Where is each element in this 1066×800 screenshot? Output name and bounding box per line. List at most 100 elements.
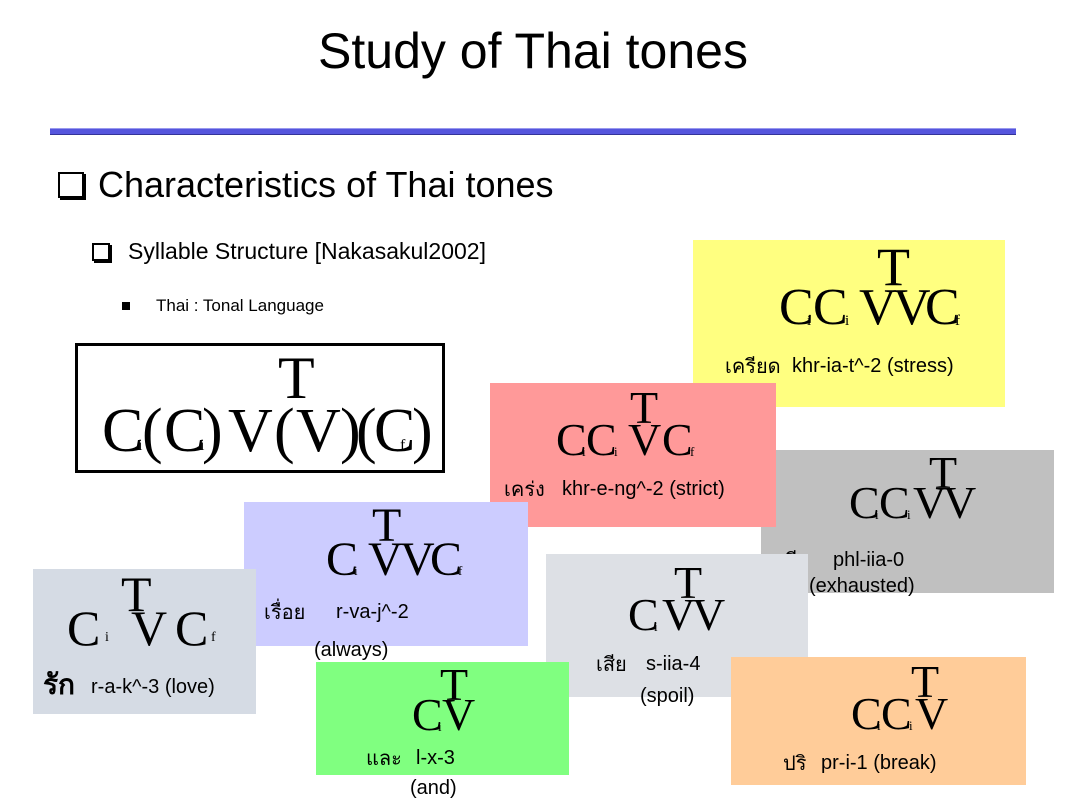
vowel: V — [692, 589, 726, 640]
structure-paren: ( — [356, 397, 377, 465]
tone-symbol: T — [630, 382, 659, 433]
vowel: V — [400, 533, 435, 586]
heading-row: Characteristics of Thai tones — [58, 164, 554, 206]
initial-consonant: C — [412, 689, 443, 740]
title-divider — [50, 128, 1016, 135]
romanization: pr-i-1 (break) — [821, 752, 937, 774]
initial-consonant: C — [556, 414, 587, 465]
initial-consonant: C — [326, 533, 359, 586]
structure-final: C — [374, 397, 416, 465]
sub-i: i — [438, 719, 442, 734]
tone-symbol: T — [372, 499, 402, 552]
sub-i: i — [909, 718, 913, 733]
sub-i: i — [807, 313, 812, 329]
structure-initial: C — [102, 397, 144, 465]
initial-consonant: C — [851, 688, 882, 739]
final-consonant: C — [925, 279, 960, 336]
initial-consonant: C — [849, 477, 880, 528]
sub-f: f — [690, 444, 695, 459]
initial-consonant: C — [879, 477, 910, 528]
structure-paren: ( — [274, 397, 295, 465]
subheading-row: Syllable Structure [Nakasakul2002] — [92, 238, 486, 265]
heading: Characteristics of Thai tones — [98, 164, 554, 205]
example-box-exhausted: T C i C i V V เพลีย phl-iia-0 (exhausted… — [761, 447, 1054, 597]
vowel: V — [662, 589, 696, 640]
sub-f: f — [955, 313, 960, 329]
square-bullet-icon — [122, 302, 130, 310]
initial-consonant: C — [67, 600, 101, 656]
thai-word: ปริ — [783, 751, 807, 775]
structure-sub: i — [138, 437, 143, 454]
translation: (spoil) — [640, 685, 695, 707]
sub-i: i — [614, 444, 618, 459]
thai-word: รัก — [43, 668, 75, 701]
vowel: V — [131, 600, 168, 656]
subheading: Syllable Structure [Nakasakul2002] — [128, 238, 486, 264]
example-box-love: T C i V C f รัก r-a-k^-3 (love) — [33, 569, 256, 714]
final-consonant: C — [662, 414, 693, 465]
romanization: r-a-k^-3 (love) — [91, 676, 215, 698]
vowel: V — [442, 689, 476, 740]
sub-i: i — [877, 718, 881, 733]
final-consonant: C — [430, 533, 463, 586]
sub-i: i — [907, 507, 911, 522]
romanization: khr-e-ng^-2 (strict) — [562, 478, 725, 500]
thai-word: เครียด — [725, 354, 781, 378]
romanization: l-x-3 — [416, 747, 455, 769]
checkbox-bullet-icon — [58, 172, 84, 198]
translation: (always) — [314, 639, 389, 661]
page-title: Study of Thai tones — [318, 23, 748, 79]
vowel: V — [628, 414, 662, 465]
sub-i: i — [845, 313, 850, 329]
romanization: phl-iia-0 — [833, 549, 905, 571]
thai-word: และ — [366, 746, 402, 770]
sub-i: i — [875, 507, 879, 522]
initial-consonant: C — [813, 279, 848, 336]
initial-consonant: C — [779, 279, 814, 336]
general-structure-box: T C i ( C i ) V ( V ) ( C f ) — [75, 343, 445, 473]
structure-paren: ( — [142, 397, 163, 465]
checkbox-bullet-icon — [92, 242, 110, 261]
vowel: V — [893, 279, 931, 336]
sub-f: f — [458, 563, 463, 578]
translation: (and) — [410, 777, 457, 799]
romanization: r-va-j^-2 — [336, 601, 409, 623]
example-box-strict: T C i C i V C f เคร่ง khr-e-ng^-2 (stric… — [490, 383, 776, 527]
translation: (exhausted) — [809, 575, 915, 597]
initial-consonant: C — [586, 414, 617, 465]
tone-symbol: T — [877, 237, 910, 297]
vowel: V — [859, 279, 897, 336]
example-box-break: T C i C i V ปริ pr-i-1 (break) — [731, 657, 1026, 785]
sub-i: i — [354, 563, 358, 578]
thai-word: เคร่ง — [504, 477, 545, 501]
thai-word: เสีย — [596, 652, 627, 676]
structure-vowel2: V — [296, 397, 341, 465]
structure-vowel: V — [228, 397, 273, 465]
sub-i: i — [582, 444, 586, 459]
romanization: s-iia-4 — [646, 653, 701, 675]
sub-f: f — [211, 630, 216, 645]
tone-symbol: T — [929, 447, 958, 498]
tone-symbol: T — [911, 656, 940, 707]
vowel: V — [913, 477, 947, 528]
structure-paren: ) — [412, 397, 433, 465]
example-box-stress: T C i C i V V C f เครียด khr-ia-t^-2 (st… — [693, 240, 1005, 407]
sub-i: i — [654, 619, 658, 634]
bullet-text: Thai : Tonal Language — [156, 296, 324, 315]
sub-i: i — [105, 630, 109, 645]
vowel: V — [943, 477, 977, 528]
vowel: V — [368, 533, 403, 586]
final-consonant: C — [175, 600, 209, 656]
initial-consonant: C — [881, 688, 912, 739]
structure-paren: ) — [340, 397, 361, 465]
bullet-row: Thai : Tonal Language — [122, 296, 324, 316]
tone-symbol: T — [278, 345, 315, 411]
tone-symbol: T — [440, 659, 469, 710]
structure-initial2: C — [164, 397, 206, 465]
example-box-always: T C i V V C f เรื่อย r-va-j^-2 (always) — [244, 499, 528, 660]
tone-symbol: T — [674, 557, 703, 608]
structure-paren: ) — [202, 397, 223, 465]
example-box-and: T C i V และ l-x-3 — [316, 662, 569, 775]
vowel: V — [915, 688, 949, 739]
tone-symbol: T — [121, 566, 152, 622]
